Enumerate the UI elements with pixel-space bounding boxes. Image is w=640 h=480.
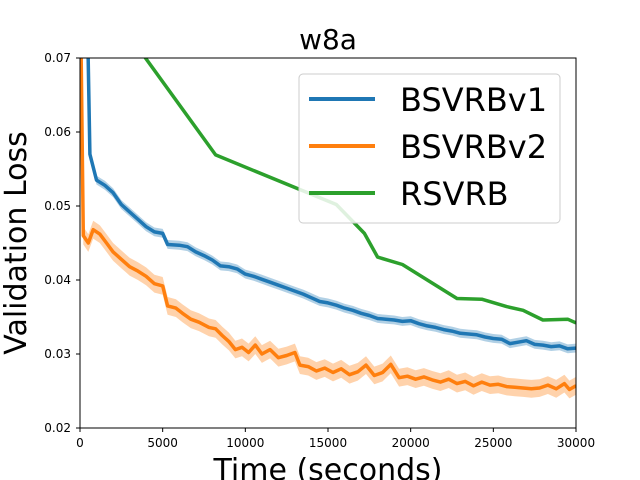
series-line-bsvrbv2 [80, 58, 576, 392]
y-tick-label: 0.02 [44, 421, 71, 435]
legend: BSVRBv1 BSVRBv2 RSVRB [298, 73, 561, 224]
series-line-bsvrbv1 [86, 58, 576, 351]
y-tick-label: 0.07 [44, 51, 71, 65]
x-tick-label: 30000 [557, 436, 595, 450]
x-tick-label: 5000 [147, 436, 178, 450]
legend-label-rsvrb: RSVRB [400, 175, 509, 213]
legend-label-bsvrbv2: BSVRBv2 [400, 128, 547, 166]
y-tick-label: 0.03 [44, 347, 71, 361]
legend-box [298, 73, 561, 224]
x-axis-label: Time (seconds) [213, 453, 443, 480]
y-tick-label: 0.05 [44, 199, 71, 213]
x-tick-label: 0 [76, 436, 84, 450]
y-tick-label: 0.06 [44, 125, 71, 139]
y-tick-label: 0.04 [44, 273, 71, 287]
x-tick-label: 10000 [226, 436, 264, 450]
legend-label-bsvrbv1: BSVRBv1 [400, 81, 547, 119]
x-tick-label: 25000 [474, 436, 512, 450]
chart-title: w8a [299, 23, 357, 56]
y-axis-label: Validation Loss [0, 131, 34, 354]
x-tick-label: 20000 [392, 436, 430, 450]
x-tick-label: 15000 [309, 436, 347, 450]
